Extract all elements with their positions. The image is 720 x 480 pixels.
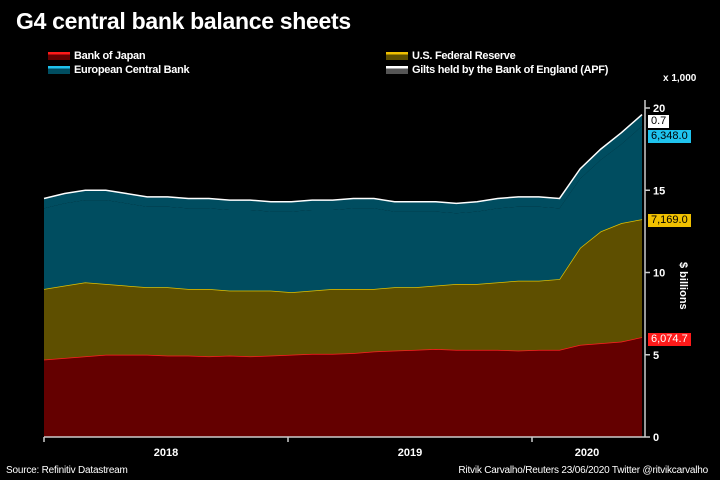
area-ecb — [44, 126, 642, 293]
y-tick-label: 10 — [653, 268, 665, 280]
y-tick-label: 20 — [653, 103, 665, 115]
legend-label: European Central Bank — [74, 64, 190, 76]
unit-label: x 1,000 — [663, 73, 697, 84]
legend-boj: Bank of Japan — [48, 50, 146, 62]
end-label-fed: 7,169.0 — [648, 214, 691, 227]
source-note: Source: Refinitiv Datastream — [6, 465, 128, 476]
legend-fed: U.S. Federal Reserve — [386, 50, 516, 62]
legend-label: Gilts held by the Bank of England (APF) — [412, 64, 609, 76]
end-label-boe: 0.7 — [648, 115, 670, 128]
end-label-boj: 6,074.7 — [648, 333, 691, 346]
x-tick-label: 2018 — [154, 447, 178, 459]
y-tick-label: 15 — [653, 185, 665, 197]
end-label-ecb: 6,348.0 — [648, 130, 691, 143]
legend-swatch-icon — [386, 52, 408, 60]
chart-title: G4 central bank balance sheets — [16, 8, 351, 34]
legend-ecb: European Central Bank — [48, 64, 190, 76]
credit-note: Ritvik Carvalho/Reuters 23/06/2020 Twitt… — [458, 465, 708, 476]
legend-swatch-icon — [48, 52, 70, 60]
legend-label: U.S. Federal Reserve — [412, 50, 516, 62]
legend-swatch-icon — [48, 66, 70, 74]
legend-swatch-icon — [386, 66, 408, 74]
line-boe — [43, 114, 643, 205]
y-tick-label: 5 — [653, 350, 659, 362]
legend-boe: Gilts held by the Bank of England (APF) — [386, 64, 608, 76]
y-tick-label: 0 — [653, 432, 659, 444]
x-tick-label: 2019 — [398, 447, 422, 459]
area-boj — [44, 337, 642, 437]
x-tick-label: 2020 — [575, 447, 599, 459]
legend-label: Bank of Japan — [74, 50, 146, 62]
